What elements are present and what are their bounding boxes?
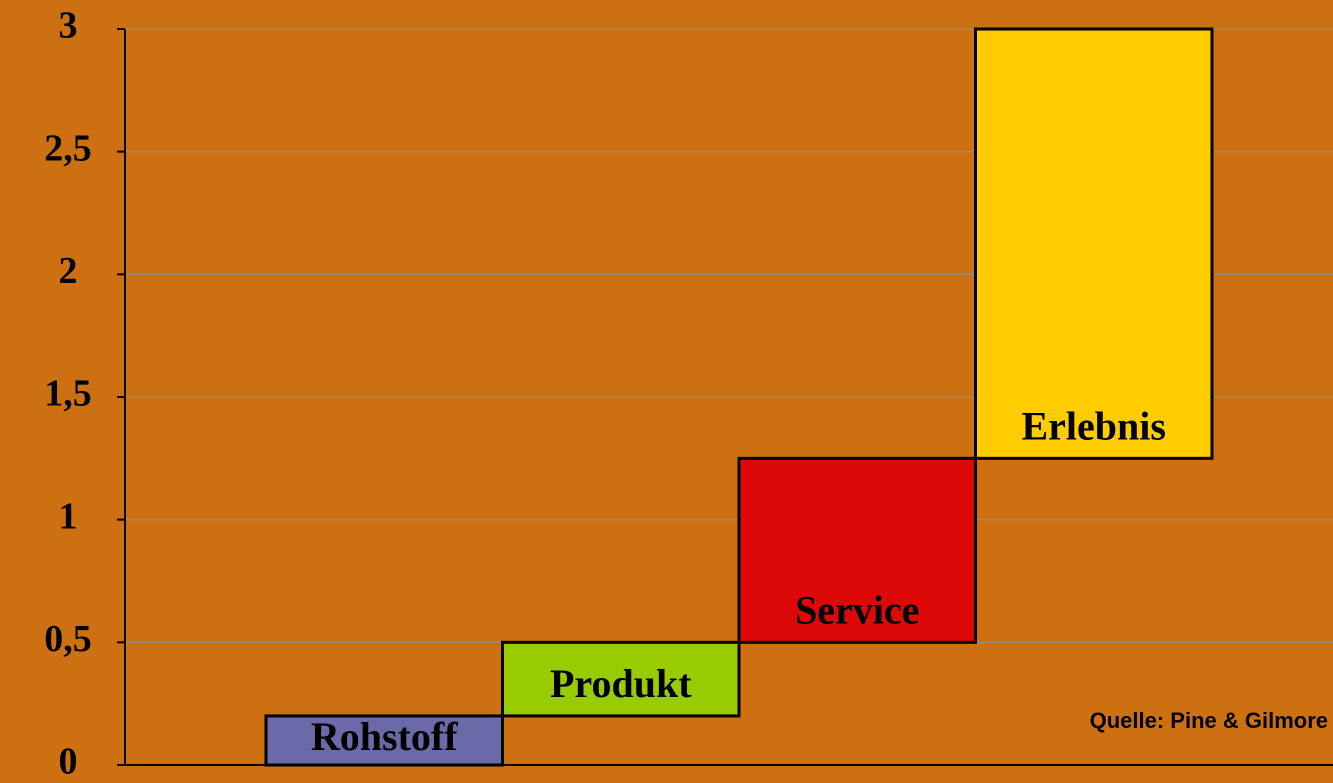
- bar: [974, 27, 1214, 460]
- y-tick-label: 2: [59, 250, 78, 292]
- source-note: Quelle: Pine & Gilmore: [1090, 708, 1328, 733]
- y-tick-label: 0,5: [44, 618, 92, 660]
- y-tick-label: 1: [59, 495, 78, 537]
- category-label: Erlebnis: [1022, 404, 1166, 449]
- category-label: Produkt: [550, 661, 692, 706]
- bar: [264, 714, 504, 767]
- category-label: Rohstoff: [311, 714, 458, 759]
- bar: [501, 640, 741, 718]
- category-label: Service: [795, 588, 919, 633]
- y-tick-label: 2,5: [44, 127, 92, 169]
- bar: [737, 456, 977, 644]
- y-tick-label: 3: [59, 5, 78, 47]
- y-tick-label: 1,5: [44, 373, 92, 415]
- y-tick-label: 0: [59, 741, 78, 783]
